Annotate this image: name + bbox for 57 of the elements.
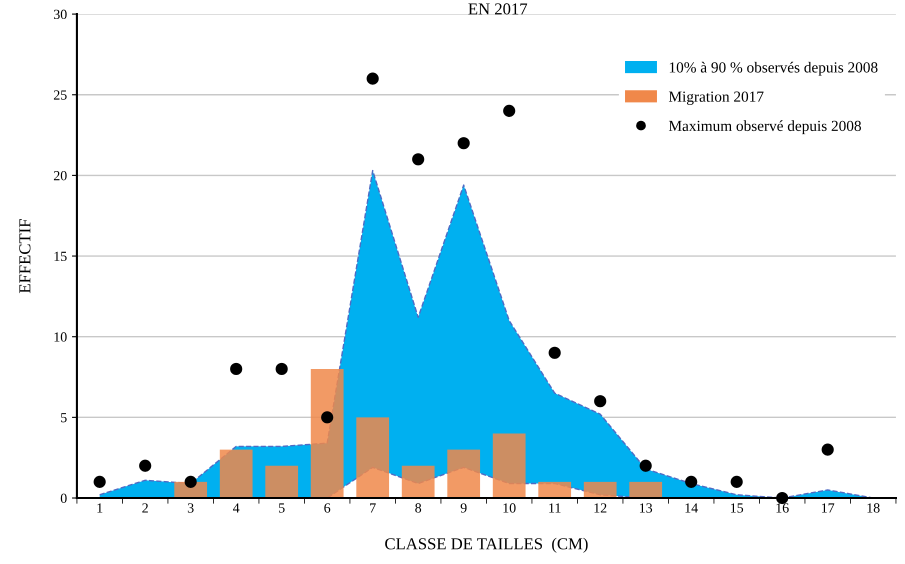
y-tick-label: 25 — [54, 90, 67, 100]
legend-label: 10% à 90 % observés depuis 2008 — [670, 62, 878, 76]
point — [184, 476, 197, 488]
x-tick-label: 14 — [685, 503, 698, 513]
bar — [220, 450, 253, 498]
x-tick-label: 9 — [460, 503, 467, 513]
x-tick-label: 1 — [97, 503, 102, 513]
bar — [356, 417, 390, 498]
bar — [629, 482, 662, 498]
point — [548, 346, 561, 359]
x-tick-label: 12 — [594, 503, 606, 513]
point — [94, 476, 106, 488]
y-tick-label: 30 — [54, 10, 67, 20]
bar — [265, 466, 298, 498]
point — [730, 476, 743, 488]
x-axis-title: CLASSE DE TAILLES (CM) — [385, 538, 588, 553]
x-tick-label: 8 — [415, 503, 422, 513]
x-tick-label: 13 — [640, 503, 652, 513]
x-tick-label: 17 — [822, 503, 834, 513]
point — [412, 153, 424, 166]
x-tick-label: 7 — [370, 503, 376, 513]
x-tick-label: 11 — [549, 503, 561, 513]
y-tick-label: 20 — [54, 170, 67, 180]
x-tick-label: 15 — [730, 503, 744, 513]
bar — [447, 450, 480, 498]
bar — [584, 482, 617, 498]
point — [321, 411, 334, 424]
point — [230, 362, 242, 376]
x-tick-label: 16 — [776, 503, 789, 513]
bar — [538, 482, 572, 498]
x-tick-label: 3 — [188, 503, 194, 513]
point — [366, 72, 379, 85]
bar — [492, 433, 526, 498]
y-tick-label: 15 — [54, 252, 67, 262]
point — [822, 444, 834, 456]
point — [594, 395, 606, 408]
point — [458, 137, 470, 150]
point — [139, 460, 152, 472]
y-tick-label: 5 — [61, 413, 67, 422]
x-tick-label: 6 — [324, 503, 330, 513]
y-tick-label: 10 — [54, 332, 67, 342]
bar — [402, 466, 435, 498]
point — [503, 104, 516, 117]
x-tick-label: 2 — [142, 503, 148, 513]
x-tick-label: 5 — [279, 503, 285, 513]
point — [276, 362, 288, 376]
y-axis-title: EFFECTIF — [19, 219, 30, 294]
x-tick-label: 10 — [503, 503, 516, 513]
x-tick-label: 18 — [867, 503, 880, 513]
x-tick-label: 4 — [232, 503, 240, 513]
legend-label: Maximum observé depuis 2008 — [668, 120, 861, 134]
chart-title: EN 2017 — [468, 3, 528, 15]
legend-label: Migration 2017 — [668, 91, 764, 105]
y-tick-label: 0 — [60, 494, 67, 503]
point — [685, 476, 698, 488]
point — [640, 460, 652, 472]
bar — [310, 368, 344, 498]
